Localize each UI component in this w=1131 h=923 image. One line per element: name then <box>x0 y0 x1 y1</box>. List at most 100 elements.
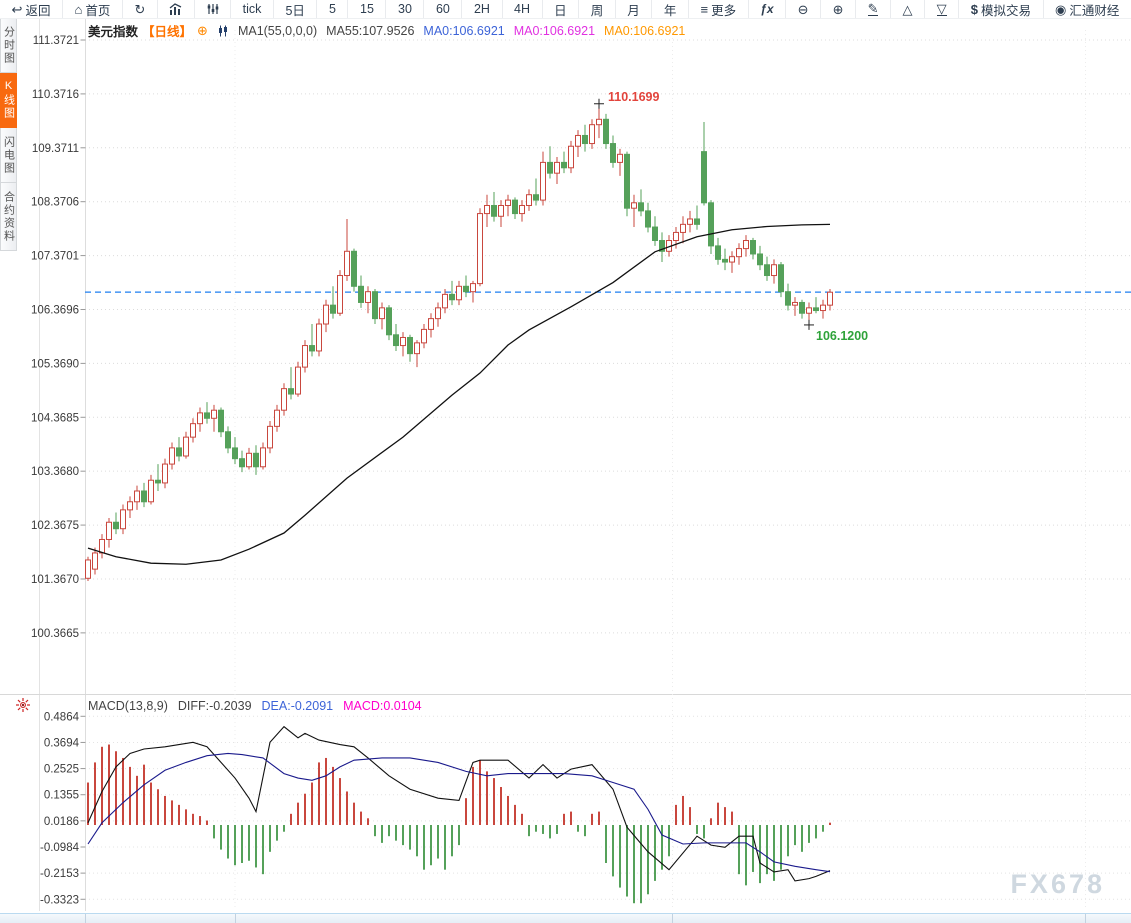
macd-bar <box>136 775 138 825</box>
macd-bar <box>514 804 516 825</box>
zoom-in-icon: ⊕ <box>832 1 844 17</box>
macd-header: MACD(13,8,9) DIFF:-0.2039 DEA:-0.2091 MA… <box>88 699 422 713</box>
macd-bar <box>521 813 523 825</box>
period-5m-label: 5 <box>328 2 336 16</box>
indicator-settings-sun-icon[interactable] <box>15 697 31 713</box>
macd-bar <box>255 825 257 868</box>
macd-bar <box>360 811 362 825</box>
sidebar-tab-time-chart[interactable]: 分时图 <box>0 18 17 73</box>
fx-icon: ƒx <box>760 2 774 16</box>
macd-bar <box>269 825 271 852</box>
macd-bar <box>199 816 201 825</box>
period-5m-button[interactable]: 5 <box>317 0 349 18</box>
macd-bar <box>374 825 376 837</box>
candle-body <box>414 342 420 355</box>
macd-diff-line <box>87 725 831 882</box>
macd-diff-value: DIFF:-0.2039 <box>177 699 252 713</box>
chart-type-button[interactable] <box>158 0 196 18</box>
macd-bar <box>297 802 299 825</box>
candle-body <box>526 194 532 206</box>
triangle-down-button[interactable]: ▽ <box>925 0 960 18</box>
y-axis-label: -0.2153 <box>40 868 79 880</box>
annotations: 110.1699 106.1200 <box>594 90 868 343</box>
candle-body <box>407 336 413 355</box>
more-button[interactable]: ≡ 更多 <box>689 0 749 18</box>
fx678-logo-button[interactable]: ◉ 汇通财经 <box>1044 0 1131 18</box>
macd-bar <box>437 825 439 859</box>
macd-bar <box>584 825 586 837</box>
demo-trading-button[interactable]: $ 模拟交易 <box>959 0 1044 18</box>
period-5d-button[interactable]: 5日 <box>274 0 318 18</box>
candle-body <box>582 134 588 145</box>
macd-bar <box>262 825 264 875</box>
fx-formula-button[interactable]: ƒx <box>749 0 787 18</box>
time-scrollbar[interactable] <box>0 913 1131 923</box>
candle-body <box>211 409 217 419</box>
home-button[interactable]: ⌂ 首页 <box>63 0 123 18</box>
period-15m-button[interactable]: 15 <box>348 0 387 18</box>
candle-body <box>799 301 805 314</box>
y-axis-label: 0.1355 <box>44 790 79 802</box>
period-tick-button[interactable]: tick <box>231 0 274 18</box>
y-axis-label: 108.3706 <box>31 197 79 209</box>
ma55-line <box>87 223 831 565</box>
period-4h-button[interactable]: 4H <box>503 0 543 18</box>
candle-body <box>155 479 161 484</box>
candle-body <box>673 231 679 242</box>
macd-bar <box>325 757 327 825</box>
macd-formula: MACD(13,8,9) <box>88 699 168 713</box>
period-year-button[interactable]: 年 <box>652 0 689 18</box>
candle-body <box>232 447 238 460</box>
macd-bar <box>738 825 740 875</box>
triangle-up-icon: △ <box>902 1 913 17</box>
macd-bar <box>598 811 600 825</box>
sidebar-tab-contract-info[interactable]: 合约资料 <box>0 183 17 251</box>
candle-body <box>505 199 511 206</box>
period-month-button[interactable]: 月 <box>616 0 653 18</box>
candlesticks[interactable] <box>85 104 833 581</box>
candle-body <box>393 334 399 347</box>
zoom-out-button[interactable]: ⊖ <box>786 0 822 18</box>
macd-bar <box>682 795 684 825</box>
sliders-icon <box>207 3 219 15</box>
sidebar-tab-kline-chart[interactable]: K线图 <box>0 73 17 128</box>
triangle-up-button[interactable]: △ <box>891 0 926 18</box>
candle-body <box>323 304 329 325</box>
period-5d-label: 5日 <box>285 3 305 18</box>
refresh-icon: ↻ <box>134 1 146 17</box>
candle-body <box>85 559 91 579</box>
period-month-label: 月 <box>627 3 640 18</box>
macd-bar <box>346 791 348 825</box>
add-indicator-icon[interactable]: ⊕ <box>197 22 208 38</box>
macd-bar <box>535 825 537 832</box>
macd-bar <box>227 825 229 859</box>
ma-formula: MA1(55,0,0,0) <box>237 23 318 38</box>
period-60m-button[interactable]: 60 <box>424 0 463 18</box>
sidebar-tab-lightning-chart[interactable]: 闪电图 <box>0 128 17 183</box>
candle-body <box>652 226 658 242</box>
candle-body <box>708 202 714 247</box>
macd-bar <box>122 757 124 825</box>
period-day-button[interactable]: 日 <box>543 0 580 18</box>
macd-bar <box>773 825 775 881</box>
period-week-button[interactable]: 周 <box>579 0 616 18</box>
period-4h-label: 4H <box>514 2 531 16</box>
y-axis-label: 109.3711 <box>32 143 79 155</box>
back-button[interactable]: ↩ 返回 <box>0 0 63 18</box>
draw-button[interactable]: ✎ <box>856 0 892 18</box>
period-30m-button[interactable]: 30 <box>386 0 425 18</box>
zoom-in-button[interactable]: ⊕ <box>821 0 857 18</box>
y-axis-label: 111.3721 <box>33 35 79 47</box>
refresh-button[interactable]: ↻ <box>123 0 158 18</box>
indicators-button[interactable] <box>195 0 232 18</box>
candle-body <box>512 199 518 215</box>
macd-bar <box>451 825 453 857</box>
period-2h-button[interactable]: 2H <box>462 0 503 18</box>
macd-bar <box>115 751 117 825</box>
candle-body <box>183 436 189 457</box>
y-axis-label: 106.3696 <box>31 304 79 316</box>
macd-bar <box>276 825 278 841</box>
macd-bar <box>829 822 831 825</box>
